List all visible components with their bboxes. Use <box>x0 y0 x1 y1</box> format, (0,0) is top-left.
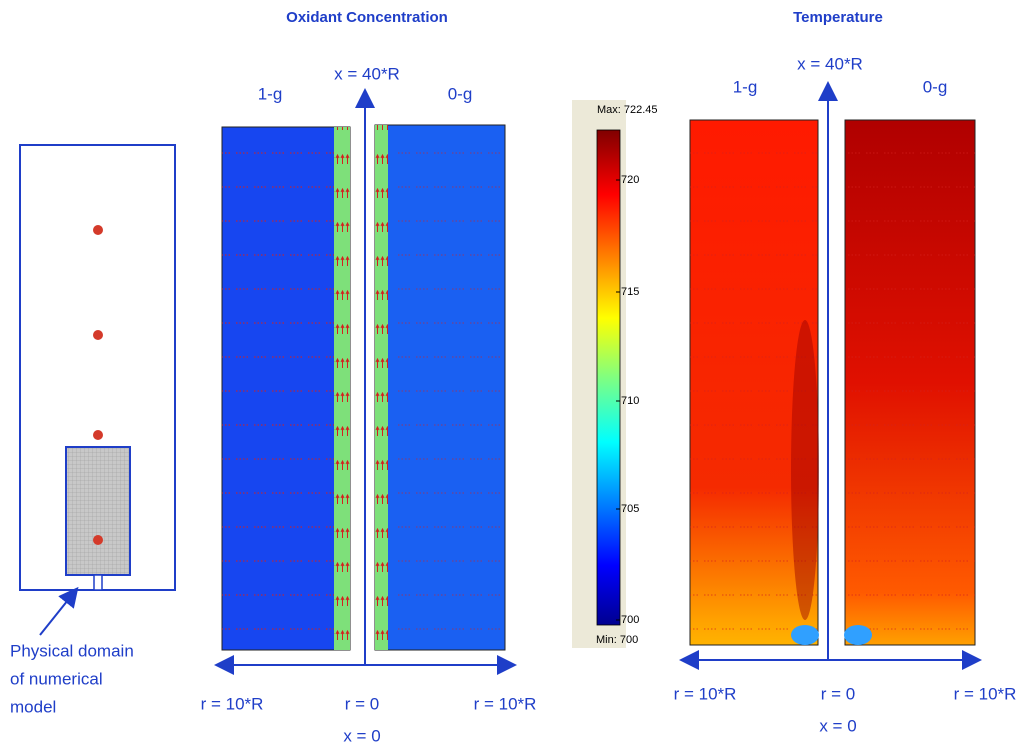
colorbar-max: Max: 722.45 <box>597 104 658 116</box>
colorbar-tick-label: 705 <box>621 503 639 515</box>
label: x = 40*R <box>797 54 863 73</box>
label: r = 10*R <box>954 684 1017 703</box>
label: r = 0 <box>821 684 856 703</box>
label: r = 10*R <box>474 694 537 713</box>
caption: Physical domain <box>10 641 134 660</box>
temperature-plot <box>689 119 976 646</box>
label: 0-g <box>923 77 948 96</box>
label: x = 0 <box>343 726 380 745</box>
oxidant-plot <box>221 124 506 651</box>
colorbar-tick-label: 710 <box>621 395 639 407</box>
label: x = 40*R <box>334 64 400 83</box>
schematic <box>19 144 176 636</box>
title: Temperature <box>793 9 883 26</box>
colorbar-tick-label: 720 <box>621 174 639 186</box>
label: 0-g <box>448 84 473 103</box>
title: Oxidant Concentration <box>286 9 448 26</box>
colorbar-tick-label: 715 <box>621 286 639 298</box>
caption: of numerical <box>10 669 103 688</box>
colorbar <box>572 100 626 648</box>
caption: model <box>10 697 56 716</box>
label: 1-g <box>258 84 283 103</box>
label: r = 10*R <box>201 694 264 713</box>
label: r = 0 <box>345 694 380 713</box>
colorbar-min: Min: 700 <box>596 634 638 646</box>
label: x = 0 <box>819 716 856 735</box>
label: r = 10*R <box>674 684 737 703</box>
colorbar-tick-label: 700 <box>621 614 639 626</box>
label: 1-g <box>733 77 758 96</box>
